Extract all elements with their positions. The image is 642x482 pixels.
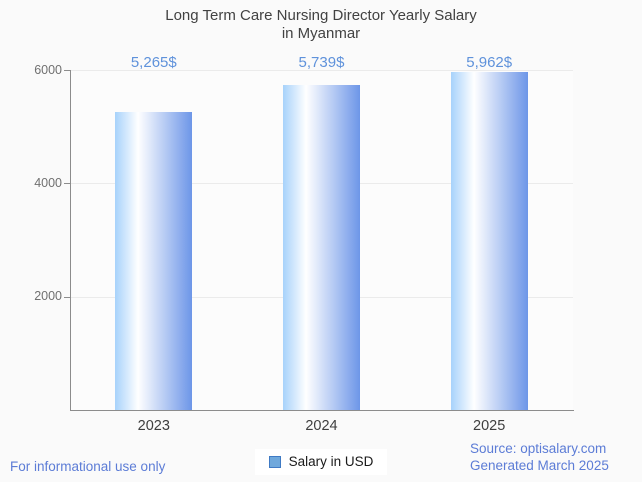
y-axis-label-2000: 2000 [34, 289, 62, 304]
x-axis-label-2023: 2023 [137, 418, 170, 434]
x-axis-line [70, 410, 574, 411]
gridline-6000 [71, 70, 573, 71]
chart-title: Long Term Care Nursing Director Yearly S… [0, 7, 642, 42]
legend-item: Salary in USD [254, 449, 388, 475]
y-tick-mark-4000 [64, 183, 70, 185]
legend: Salary in USD [0, 449, 642, 475]
legend-swatch-icon [268, 455, 281, 468]
bar-value-label-2023: 5,265$ [130, 54, 177, 71]
x-axis-label-2025: 2025 [473, 418, 506, 434]
source-attribution: Source: optisalary.com Generated March 2… [470, 440, 609, 474]
generated-text: Generated March 2025 [470, 458, 609, 473]
bar-2023[interactable] [115, 111, 193, 410]
y-axis-line [70, 70, 71, 411]
x-axis-label-2024: 2024 [305, 418, 338, 434]
y-tick-mark-6000 [64, 70, 70, 71]
legend-label: Salary in USD [288, 454, 374, 469]
y-axis-label-6000: 6000 [34, 62, 62, 77]
y-axis-label-4000: 4000 [34, 175, 62, 190]
y-tick-mark-2000 [64, 296, 70, 298]
bar-value-label-2025: 5,962$ [466, 54, 513, 71]
chart-title-line2: in Myanmar [281, 24, 361, 42]
chart-title-line1: Long Term Care Nursing Director Yearly S… [165, 7, 477, 24]
bar-2025[interactable] [450, 72, 528, 410]
disclaimer-text: For informational use only [10, 459, 166, 474]
source-text: Source: optisalary.com [470, 441, 607, 456]
bar-2024[interactable] [283, 84, 360, 410]
bar-value-label-2024: 5,739$ [298, 54, 345, 71]
